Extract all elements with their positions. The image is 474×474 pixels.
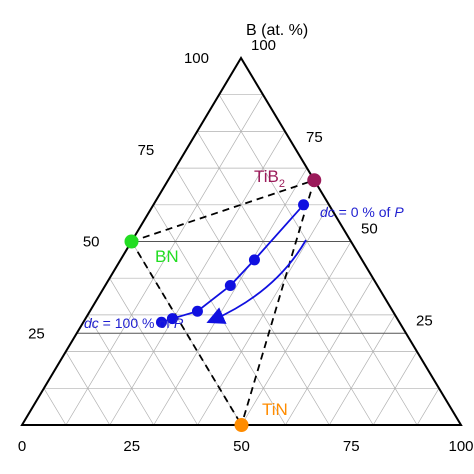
series-point [155,316,167,328]
series-point [166,313,178,325]
grid-line-ti [153,167,308,426]
series-point [191,305,203,317]
tick-label-right: 25 [416,312,433,329]
phase-markers [124,173,322,432]
tick-labels: 02550751000255075100255075100 [18,37,474,455]
tick-label-b: 100 [184,50,209,67]
tie-line [240,179,316,426]
label-tin: TiN [262,400,288,419]
tick-label-bottom: 25 [123,438,140,455]
series-point [298,199,310,211]
tick-label-bottom: 75 [343,438,360,455]
grid-line-n [218,94,418,426]
tick-label-bottom: 100 [448,438,473,455]
grid-line-ti [372,351,418,426]
direction-arrow [206,239,307,324]
annotation-dc-0: dc = 0 % of P [320,204,404,220]
grid-line-n [65,351,111,426]
tick-label-b: 25 [28,325,45,342]
data-curve [155,199,310,328]
tick-label-right: 50 [361,221,378,238]
axis-title-b: B (at. %) [246,22,308,39]
tick-label-b: 50 [83,234,100,251]
series-point [248,254,260,266]
label-tib2: TiB2 [254,167,285,190]
grid-lines [43,94,440,426]
series-point [224,280,236,292]
grid-line-ti [416,388,440,426]
label-bn: BN [155,247,179,266]
marker-bn [124,234,139,249]
marker-tib2 [307,173,322,188]
tick-label-b: 75 [138,142,155,159]
grid-line-n [43,388,67,426]
tie-line [131,179,315,243]
tick-label-right: 75 [306,129,323,146]
tick-label-right: 100 [251,37,276,54]
grid-line-ti [285,278,374,426]
grid-line-ti [65,94,264,426]
grid-line-n [109,278,198,426]
grid-line-ti [328,314,396,426]
grid-line-n [87,314,155,426]
tick-label-bottom: 0 [18,438,26,455]
grid-line-n [174,167,330,426]
tie-lines [130,179,316,426]
marker-tin [234,418,249,432]
tick-label-bottom: 50 [233,438,250,455]
annotation-dc-100: dc = 100 % of P [84,315,184,331]
